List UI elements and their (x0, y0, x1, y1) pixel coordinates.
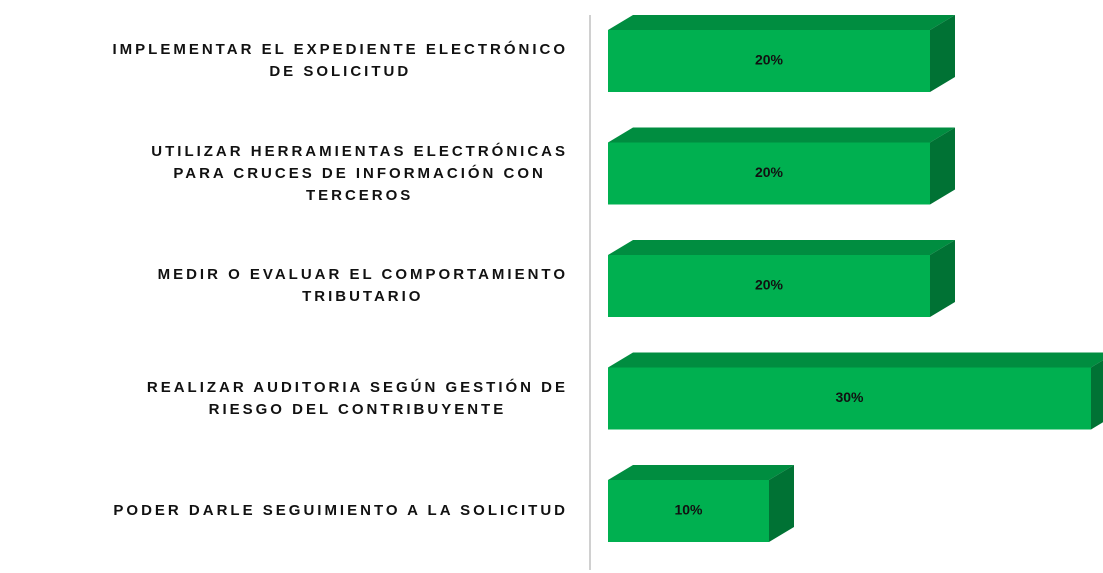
bar (608, 30, 930, 92)
data-label: 10% (674, 502, 703, 518)
bar-side (769, 465, 794, 542)
bar-side (930, 15, 955, 92)
category-label: PODER DARLE SEGUIMIENTO A LA SOLICITUD (113, 502, 568, 519)
bar-top (608, 127, 955, 143)
category-label: REALIZAR AUDITORIA SEGÚN GESTIÓN DE RIES… (146, 378, 568, 418)
bar (608, 367, 1091, 430)
bar-top (608, 240, 955, 255)
data-label: 20% (755, 52, 784, 68)
category-label: UTILIZAR HERRAMIENTAS ELECTRÓNICAS PARA … (151, 142, 568, 204)
bar-side (1091, 360, 1103, 430)
bar (608, 142, 930, 205)
data-label: 20% (755, 164, 784, 180)
data-label: 20% (755, 277, 784, 293)
bar (608, 255, 930, 317)
bar-side (930, 127, 955, 205)
category-label: MEDIR O EVALUAR EL COMPORTAMIENTO TRIBUT… (157, 266, 568, 305)
category-label: IMPLEMENTAR EL EXPEDIENTE ELECTRÓNICO DE… (112, 41, 568, 80)
bar (608, 480, 769, 542)
data-label: 30% (835, 389, 864, 405)
bar-top (608, 352, 1103, 368)
bar-side (930, 240, 955, 317)
bar-top (608, 15, 955, 30)
bar-top (608, 465, 794, 480)
